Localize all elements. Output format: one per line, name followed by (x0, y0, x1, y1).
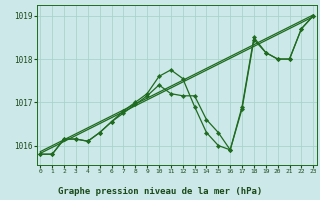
Text: Graphe pression niveau de la mer (hPa): Graphe pression niveau de la mer (hPa) (58, 186, 262, 196)
